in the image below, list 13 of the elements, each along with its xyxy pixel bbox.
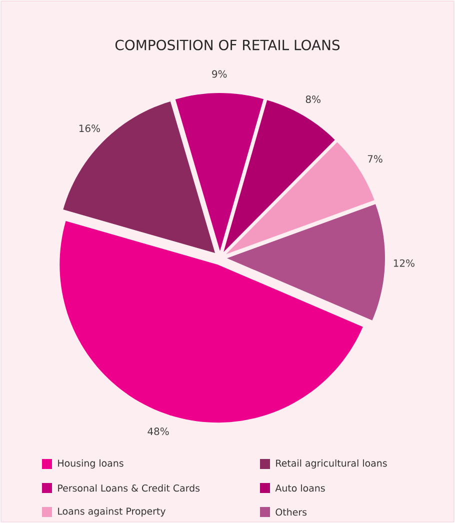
data-label: 16% [79,124,100,132]
data-label: 48% [148,428,169,436]
chart-title: COMPOSITION OF RETAIL LOANS [115,40,340,50]
legend-label: Loans against Property [58,507,166,517]
legend-label: Auto loans [275,484,325,492]
legend-label: Retail agricultural loans [276,459,387,469]
data-label: 7% [368,155,382,163]
legend-label: Housing loans [58,459,124,469]
legend-label: Others [276,508,307,516]
legend-label: Personal Loans & Credit Cards [58,484,200,492]
data-label: 12% [394,259,414,267]
data-label: 8% [306,96,320,104]
data-label: 9% [212,70,227,78]
